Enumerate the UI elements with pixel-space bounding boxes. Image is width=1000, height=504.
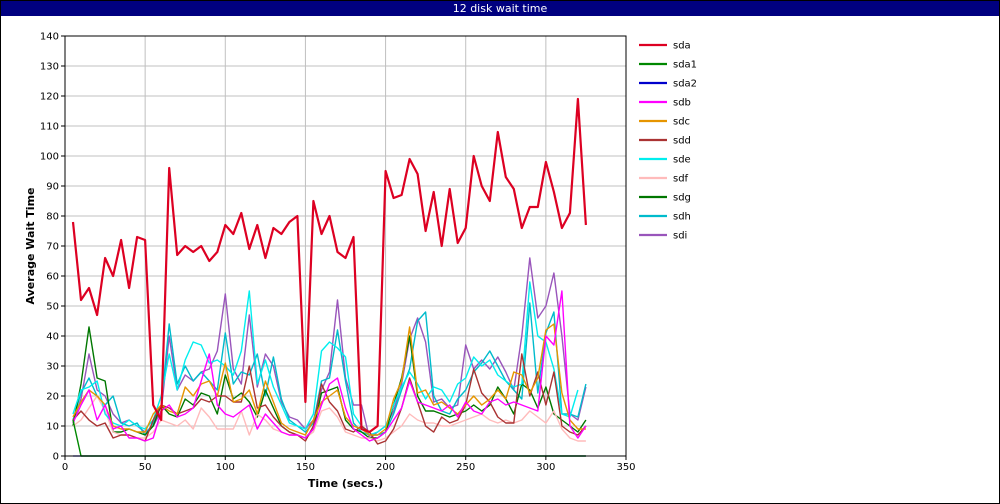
legend-label-sde: sde <box>673 155 691 166</box>
y-tick-label: 60 <box>46 272 59 283</box>
y-tick-label: 70 <box>46 242 59 253</box>
series-line-sde <box>72 281 579 436</box>
x-tick-label: 350 <box>616 462 635 473</box>
series-line-sdb <box>72 290 587 442</box>
legend-label-sdf: sdf <box>673 174 689 185</box>
y-tick-label: 120 <box>40 92 59 103</box>
series-line-sdf <box>72 395 586 442</box>
y-tick-label: 130 <box>40 62 59 73</box>
legend-label-sda1: sda1 <box>673 60 697 71</box>
series-line-sdg <box>72 326 587 439</box>
legend-label-sdc: sdc <box>673 117 690 128</box>
y-tick-label: 10 <box>46 422 59 433</box>
series-layer <box>71 97 587 457</box>
ticks: 0 10 20 30 40 50 60 70 80 90 100 110 120 130 140 0 50 100… <box>40 32 636 474</box>
legend: sda sda1 sda2 sdb sdc sdd sde sdf sdg sdh sdi <box>639 41 697 242</box>
y-tick-label: 50 <box>46 302 59 313</box>
y-tick-label: 0 <box>53 452 59 463</box>
y-tick-label: 30 <box>46 362 59 373</box>
x-tick-label: 0 <box>62 462 68 473</box>
y-tick-label: 110 <box>40 122 59 133</box>
series-line-sdd <box>72 353 587 445</box>
legend-label-sdh: sdh <box>673 212 691 223</box>
x-tick-label: 250 <box>456 462 475 473</box>
y-axis-label: Average Wait Time <box>24 188 37 305</box>
legend-label-sda2: sda2 <box>673 79 697 90</box>
x-axis-label: Time (secs.) <box>308 477 383 490</box>
legend-label-sdg: sdg <box>673 193 691 204</box>
series-line-sda <box>71 97 587 434</box>
legend-label-sdd: sdd <box>673 136 691 147</box>
legend-label-sda: sda <box>673 41 691 52</box>
x-tick-label: 100 <box>216 462 235 473</box>
y-tick-label: 90 <box>46 182 59 193</box>
y-tick-label: 80 <box>46 212 59 223</box>
legend-label-sdi: sdi <box>673 231 687 242</box>
legend-label-sdb: sdb <box>673 98 691 109</box>
x-tick-label: 150 <box>296 462 315 473</box>
x-tick-label: 50 <box>139 462 152 473</box>
series-line-sda1 <box>72 419 586 457</box>
y-tick-label: 140 <box>40 32 59 43</box>
x-tick-label: 300 <box>536 462 555 473</box>
series-line-sdc <box>72 323 586 436</box>
grid <box>65 36 626 456</box>
y-tick-label: 100 <box>40 152 59 163</box>
y-tick-label: 20 <box>46 392 59 403</box>
chart-title: 12 disk wait time <box>1 1 999 16</box>
x-tick-label: 200 <box>376 462 395 473</box>
y-tick-label: 40 <box>46 332 59 343</box>
